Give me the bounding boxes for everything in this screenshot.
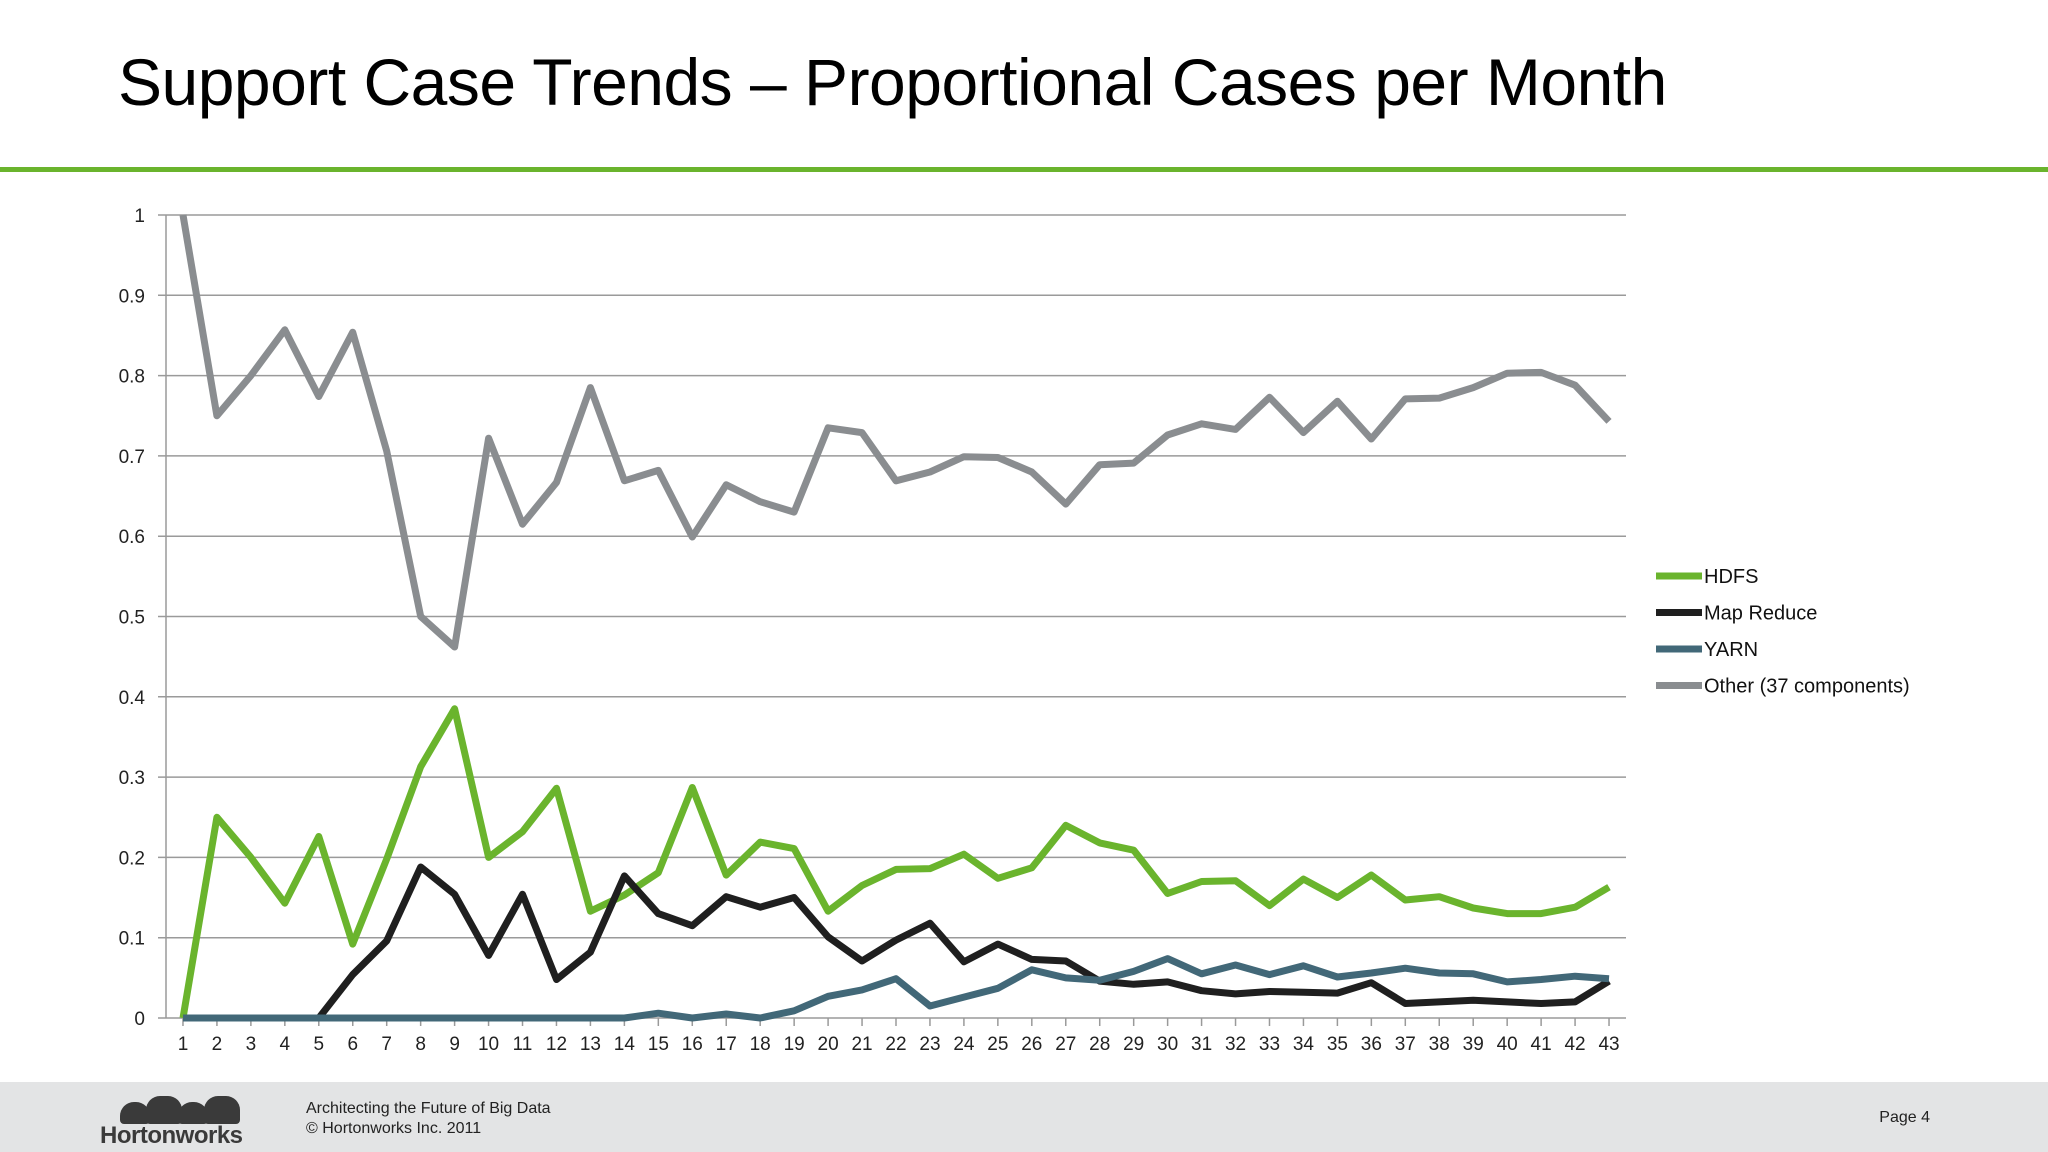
x-tick-label: 26: [1021, 1034, 1042, 1055]
logo-text: Hortonworks: [100, 1122, 243, 1149]
footer-bar: Hortonworks Architecting the Future of B…: [0, 1082, 2048, 1152]
series-line-other-37-components: [179, 214, 1612, 651]
x-tick-label: 41: [1531, 1034, 1552, 1055]
legend-label-yarn: YARN: [1704, 639, 1758, 661]
x-tick-label: 24: [953, 1034, 975, 1055]
x-tick-label: 42: [1564, 1034, 1585, 1055]
x-tick-label: 6: [347, 1034, 358, 1055]
x-tick-label: 39: [1463, 1034, 1484, 1055]
x-tick-label: 9: [449, 1034, 460, 1055]
x-tick-label: 28: [1089, 1034, 1110, 1055]
line-chart: 00.10.20.30.40.50.60.70.80.911 2 3 4 5 6 7 8 9 10…: [119, 206, 1910, 1055]
x-tick-label: 13: [580, 1034, 601, 1055]
x-tick-label: 11: [513, 1034, 533, 1055]
x-tick-label: 12: [546, 1034, 567, 1055]
x-tick-label: 38: [1429, 1034, 1450, 1055]
legend-label-hdfs: HDFS: [1704, 566, 1758, 588]
x-tick-label: 10: [478, 1034, 499, 1055]
x-tick-label: 1: [178, 1034, 189, 1055]
series-line-map-reduce: [183, 863, 1611, 1022]
y-tick-label: 0.6: [119, 527, 145, 548]
x-tick-label: 14: [614, 1034, 636, 1055]
x-tick-label: 27: [1055, 1034, 1076, 1055]
y-tick-label: 0.8: [119, 367, 145, 388]
chart-axes: 00.10.20.30.40.50.60.70.80.911 2 3 4 5 6 7 8 9 10…: [119, 206, 1620, 1055]
x-tick-label: 35: [1327, 1034, 1348, 1055]
x-tick-label: 22: [885, 1034, 906, 1055]
hortonworks-logo: Hortonworks: [100, 1096, 270, 1149]
x-tick-label: 20: [818, 1034, 839, 1055]
series-line-yarn: [183, 955, 1610, 1022]
series-line-hdfs: [179, 705, 1611, 1019]
x-tick-label: 25: [987, 1034, 1008, 1055]
y-tick-label: 0.7: [119, 447, 145, 468]
x-tick-label: 5: [314, 1034, 325, 1055]
chart-gridlines: [158, 214, 1626, 1019]
elephant-herd-icon: [120, 1096, 240, 1129]
y-tick-label: 1: [134, 206, 145, 227]
x-tick-label: 32: [1225, 1034, 1246, 1055]
x-tick-label: 4: [280, 1034, 291, 1055]
footer-copyright: © Hortonworks Inc. 2011: [306, 1120, 482, 1137]
x-tick-label: 29: [1123, 1034, 1144, 1055]
x-tick-label: 34: [1293, 1034, 1315, 1055]
slide-title: Support Case Trends – Proportional Cases…: [118, 45, 1667, 119]
x-tick-label: 16: [682, 1034, 703, 1055]
x-tick-label: 2: [212, 1034, 223, 1055]
x-tick-label: 31: [1191, 1034, 1212, 1055]
x-tick-label: 43: [1598, 1034, 1619, 1055]
x-tick-label: 8: [415, 1034, 426, 1055]
footer-tagline: Architecting the Future of Big Data: [306, 1100, 551, 1117]
y-tick-label: 0.4: [119, 688, 146, 709]
x-tick-label: 17: [716, 1034, 737, 1055]
x-tick-label: 7: [381, 1034, 392, 1055]
legend-label-other-37-components: Other (37 components): [1704, 676, 1910, 698]
y-tick-label: 0.3: [119, 768, 145, 789]
chart-series: [179, 214, 1612, 1022]
y-tick-label: 0.2: [119, 848, 145, 869]
title-divider: [0, 167, 2048, 172]
x-tick-label: 33: [1259, 1034, 1280, 1055]
x-tick-label: 30: [1157, 1034, 1178, 1055]
legend-label-map-reduce: Map Reduce: [1704, 603, 1817, 625]
y-tick-label: 0.9: [119, 286, 145, 307]
y-tick-label: 0: [134, 1009, 145, 1030]
y-tick-label: 0.1: [119, 929, 145, 950]
page-number: Page 4: [1879, 1109, 1930, 1126]
x-tick-label: 23: [919, 1034, 940, 1055]
x-tick-label: 19: [784, 1034, 805, 1055]
x-tick-label: 37: [1395, 1034, 1416, 1055]
x-tick-label: 36: [1361, 1034, 1382, 1055]
x-tick-label: 18: [750, 1034, 771, 1055]
x-tick-label: 40: [1497, 1034, 1518, 1055]
x-tick-label: 3: [246, 1034, 257, 1055]
chart-legend: HDFS Map Reduce YARN Other (37 components): [1656, 566, 1910, 698]
x-tick-label: 21: [851, 1034, 872, 1055]
x-tick-label: 15: [648, 1034, 669, 1055]
y-tick-label: 0.5: [119, 608, 145, 629]
